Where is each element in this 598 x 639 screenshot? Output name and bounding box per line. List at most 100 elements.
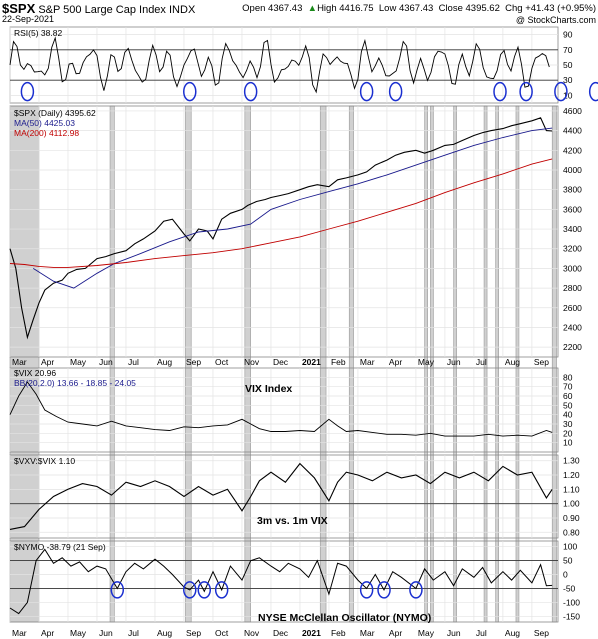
x-tick-label: Jul <box>476 628 487 638</box>
oversold-circle <box>588 81 598 102</box>
x-tick-label: 2021 <box>302 628 321 638</box>
highlight-band <box>495 105 499 623</box>
ma50-line <box>32 127 553 289</box>
x-tick-label: Apr <box>389 628 402 638</box>
oversold-circle <box>197 581 212 599</box>
spx-y-tick-label: 4400 <box>563 126 582 136</box>
oversold-circle <box>388 81 403 102</box>
spx-y-tick-label: 2800 <box>563 283 582 293</box>
x-tick-label: Oct <box>215 628 229 638</box>
x-tick-label: May <box>70 357 87 367</box>
vix-y-tick-label: 40 <box>563 410 573 420</box>
bb-legend: BB(20,2.0) 13.66 - 18.85 - 24.05 <box>14 378 136 388</box>
x-tick-label: 2021 <box>302 357 321 367</box>
x-tick-label: Feb <box>331 357 346 367</box>
highlight-band <box>319 105 327 623</box>
rsi-y-tick-label: 50 <box>563 60 573 70</box>
nymo-y-tick-label: 50 <box>563 556 573 566</box>
x-tick-label: Mar <box>12 357 27 367</box>
x-tick-label: Feb <box>331 628 346 638</box>
vxv-ratio-line <box>9 462 553 530</box>
rsi-y-tick-label: 30 <box>563 75 573 85</box>
x-tick-label: May <box>418 628 435 638</box>
vix-y-tick-label: 30 <box>563 419 573 429</box>
oversold-circle <box>214 581 229 599</box>
x-tick-label: Aug <box>157 357 172 367</box>
spx-legend-2: MA(200) 4112.98 <box>14 128 79 138</box>
x-tick-label: Nov <box>244 628 260 638</box>
x-tick-label: Sep <box>534 357 549 367</box>
spx-y-tick-label: 2600 <box>563 303 582 313</box>
vxv_ratio-y-tick-label: 1.20 <box>563 470 580 480</box>
vix-y-tick-label: 50 <box>563 400 573 410</box>
x-tick-label: Aug <box>157 628 172 638</box>
x-tick-label: Mar <box>12 628 27 638</box>
rsi-y-tick-label: 10 <box>563 90 573 100</box>
x-tick-label: Dec <box>273 628 289 638</box>
rsi-y-tick-label: 70 <box>563 45 573 55</box>
vix-annotation: VIX Index <box>245 383 292 395</box>
oversold-circle <box>493 81 507 102</box>
oversold-circle <box>377 581 391 599</box>
vix-y-tick-label: 20 <box>563 428 573 438</box>
chg-value: +41.43 (+0.95%) <box>525 3 596 14</box>
nymo-y-tick-label: -100 <box>563 597 580 607</box>
high-value: 4416.75 <box>339 3 374 14</box>
x-tick-label: Jun <box>99 357 113 367</box>
vix-line <box>9 381 553 437</box>
open-value: 4367.43 <box>268 3 303 14</box>
spx-y-tick-label: 3000 <box>563 263 582 273</box>
nymo-annotation: NYSE McClellan Oscillator (NYMO) <box>258 612 431 624</box>
x-tick-label: Sep <box>186 357 201 367</box>
x-tick-label: Sep <box>186 628 201 638</box>
spx-y-tick-label: 3800 <box>563 185 582 195</box>
nymo-frame <box>9 540 559 623</box>
oversold-circle <box>183 81 197 102</box>
x-tick-label: Apr <box>41 357 54 367</box>
rsi-y-tick-label: 90 <box>563 30 573 40</box>
vix-y-tick-label: 80 <box>563 372 573 382</box>
x-tick-label: Oct <box>215 357 229 367</box>
oversold-circle <box>359 81 374 102</box>
oversold-circle <box>409 581 423 599</box>
x-tick-label: Jun <box>99 628 113 638</box>
spx-price-line <box>9 117 553 340</box>
x-tick-label: Mar <box>360 357 375 367</box>
vix-y-tick-label: 60 <box>563 391 573 401</box>
x-tick-label: May <box>418 357 435 367</box>
spx-y-tick-label: 3600 <box>563 204 582 214</box>
vxv-legend: $VXV:$VIX 1.10 <box>14 456 75 466</box>
x-tick-label: Jun <box>447 357 461 367</box>
exchange: INDX <box>169 4 196 16</box>
chart-date: 22-Sep-2021 <box>2 14 55 24</box>
nymo-y-tick-label: 0 <box>563 570 568 580</box>
oversold-circle <box>243 81 258 102</box>
symbol: $SPX <box>2 1 36 16</box>
vxv_ratio-y-tick-label: 0.90 <box>563 513 580 523</box>
close-value: 4395.62 <box>465 3 500 14</box>
x-tick-label: May <box>70 628 87 638</box>
nymo-y-tick-label: -150 <box>563 611 580 621</box>
vix-y-tick-label: 10 <box>563 438 573 448</box>
vxv_ratio-y-tick-label: 1.10 <box>563 484 580 494</box>
nymo-y-tick-label: 100 <box>563 542 577 552</box>
vxv_ratio-y-tick-label: 1.30 <box>563 456 580 466</box>
rsi-legend: RSI(5) 38.82 <box>14 28 62 38</box>
rsi-line <box>9 36 550 94</box>
x-tick-label: Jul <box>476 357 487 367</box>
x-tick-label: Jul <box>128 357 139 367</box>
x-tick-label: Jun <box>447 628 461 638</box>
nymo-y-tick-label: -50 <box>563 583 576 593</box>
x-tick-label: Aug <box>505 628 520 638</box>
chart-header: $SPX S&P 500 Large Cap Index INDX 22-Sep… <box>2 0 596 26</box>
nymo-legend: $NYMO -38.79 (21 Sep) <box>14 542 106 552</box>
spx-y-tick-label: 3200 <box>563 244 582 254</box>
spx-y-tick-label: 2200 <box>563 342 582 352</box>
brand-logo: @ StockCharts.com <box>515 15 596 25</box>
ma200-line <box>9 158 553 268</box>
spx-legend-1: MA(50) 4425.03 <box>14 118 75 128</box>
oversold-circle <box>183 581 197 599</box>
x-tick-label: Jul <box>128 628 139 638</box>
